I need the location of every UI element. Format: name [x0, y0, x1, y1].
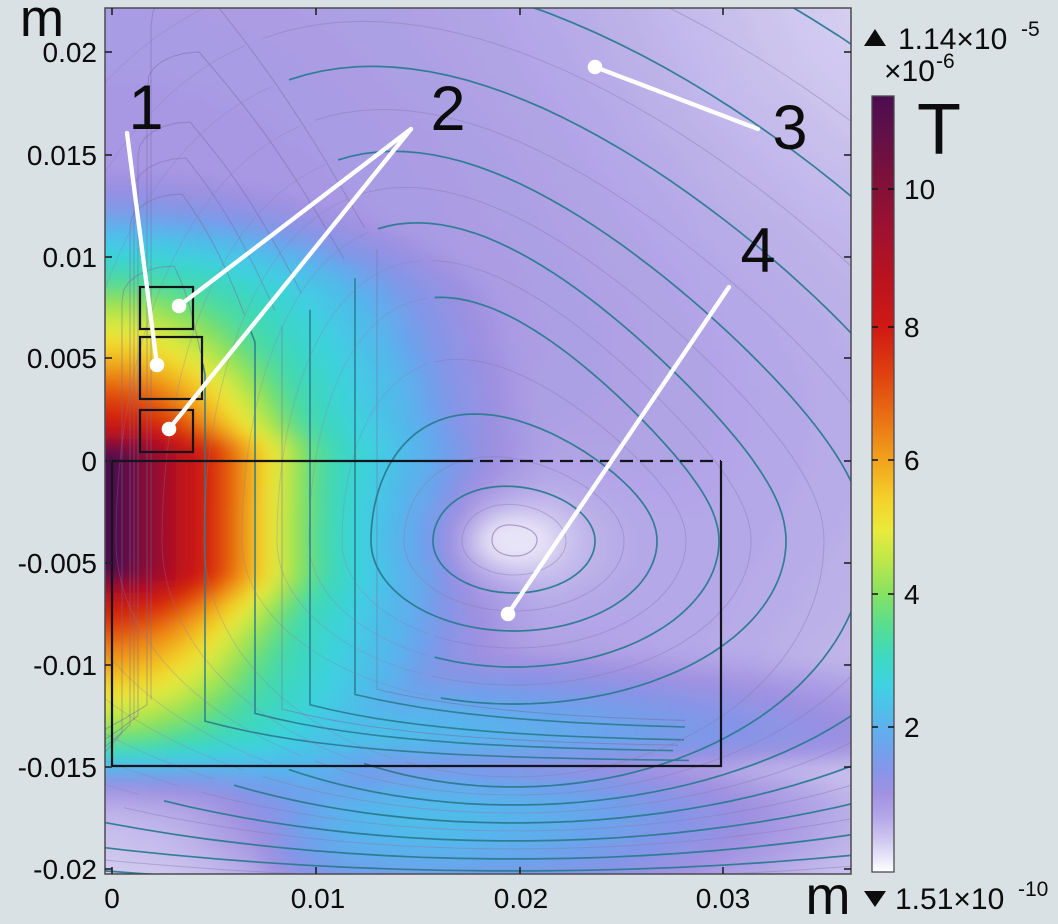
svg-text:-0.015: -0.015 — [18, 752, 97, 783]
svg-text:0.005: 0.005 — [27, 343, 97, 374]
svg-text:0: 0 — [81, 446, 97, 477]
svg-text:8: 8 — [904, 312, 920, 343]
svg-text:m: m — [806, 866, 851, 924]
svg-text:m: m — [20, 0, 64, 48]
svg-text:10: 10 — [904, 174, 935, 205]
svg-text:3: 3 — [772, 93, 807, 163]
svg-text:0.01: 0.01 — [43, 242, 98, 273]
svg-text:0.01: 0.01 — [291, 883, 346, 914]
svg-text:2: 2 — [430, 74, 465, 144]
svg-text:1.14×10: 1.14×10 — [898, 23, 1007, 56]
svg-text:0.02: 0.02 — [494, 883, 549, 914]
svg-text:0.03: 0.03 — [696, 883, 751, 914]
svg-text:4: 4 — [740, 216, 775, 286]
svg-text:-5: -5 — [1021, 18, 1040, 41]
svg-text:1.51×10: 1.51×10 — [895, 883, 1004, 916]
svg-text:×10: ×10 — [884, 55, 935, 88]
svg-text:-10: -10 — [1018, 878, 1048, 901]
svg-text:6: 6 — [904, 445, 920, 476]
svg-text:4: 4 — [904, 579, 920, 610]
svg-text:-0.01: -0.01 — [33, 650, 97, 681]
svg-text:T: T — [917, 90, 961, 170]
svg-text:2: 2 — [904, 712, 920, 743]
svg-text:-0.005: -0.005 — [18, 548, 97, 579]
svg-text:-6: -6 — [936, 50, 955, 73]
svg-text:0.015: 0.015 — [27, 140, 97, 171]
svg-text:-0.02: -0.02 — [33, 854, 97, 885]
svg-text:0: 0 — [104, 883, 120, 914]
svg-text:1: 1 — [128, 73, 163, 143]
svg-text:0.02: 0.02 — [43, 37, 98, 68]
